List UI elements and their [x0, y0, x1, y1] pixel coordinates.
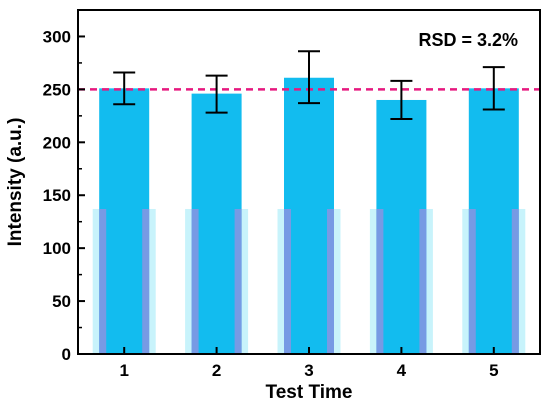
bar-overlay-left [468, 208, 476, 354]
bar-overlay-left [99, 208, 107, 354]
bar-overlay-right [142, 208, 150, 354]
bar-overlay-right [234, 208, 242, 354]
bar-overlay-right [511, 208, 519, 354]
rsd-annotation: RSD = 3.2% [418, 30, 518, 50]
bar-overlay-left [284, 208, 291, 354]
x-axis-ticks: 1 2 3 4 5 [119, 347, 499, 380]
x-tick-label: 1 [119, 361, 128, 380]
y-tick-label: 150 [43, 186, 71, 205]
bar-overlay-right [419, 208, 427, 354]
bar-overlay-left [376, 208, 384, 354]
x-axis-title: Test Time [266, 382, 353, 403]
y-tick-label: 200 [43, 133, 71, 152]
x-tick-label: 3 [304, 361, 313, 380]
bar-overlay-left [191, 208, 199, 354]
bar [468, 88, 519, 354]
y-tick-label: 50 [52, 292, 71, 311]
y-tick-label: 100 [43, 239, 71, 258]
bar [99, 88, 150, 354]
bar-overlay-right [327, 208, 334, 354]
y-tick-label: 300 [43, 27, 71, 46]
bar [191, 93, 242, 354]
error-bar-layer [113, 50, 505, 121]
bar-layer [99, 77, 519, 354]
bar [284, 77, 334, 354]
x-tick-label: 2 [212, 361, 221, 380]
x-tick-label: 4 [397, 361, 407, 380]
y-axis-title: Intensity (a.u.) [5, 118, 26, 247]
y-tick-label: 0 [62, 345, 71, 364]
x-tick-label: 5 [489, 361, 498, 380]
y-tick-label: 250 [43, 80, 71, 99]
y-axis-ticks: 0 50 100 150 200 250 300 [43, 27, 85, 364]
bar [376, 99, 427, 354]
